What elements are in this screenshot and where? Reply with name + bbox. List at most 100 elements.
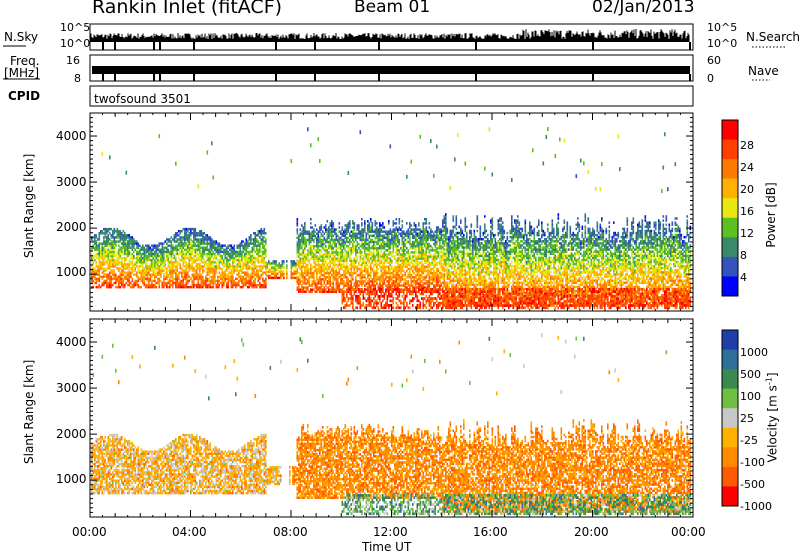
heatmap-cell	[301, 257, 303, 260]
heatmap-cell	[149, 248, 152, 252]
heatmap-cell	[137, 256, 140, 260]
heatmap-cell	[154, 258, 156, 262]
heatmap-cell	[392, 297, 395, 300]
heatmap-cell	[367, 297, 369, 300]
heatmap-cell	[343, 251, 345, 254]
heatmap-cell	[128, 238, 131, 241]
heatmap-cell	[158, 250, 161, 254]
heatmap-cell	[119, 261, 122, 264]
heatmap-cell	[128, 240, 131, 243]
heatmap-cell	[122, 281, 125, 285]
heatmap-cell	[110, 234, 113, 237]
heatmap-cell	[352, 220, 354, 223]
heatmap-cell	[92, 256, 95, 260]
heatmap-cell	[307, 278, 309, 281]
heatmap-cell	[182, 269, 185, 272]
heatmap-cell	[170, 261, 173, 264]
heatmap-cell	[124, 283, 126, 287]
heatmap-cell	[199, 229, 201, 233]
heatmap-cell	[146, 258, 149, 262]
heatmap-cell	[400, 232, 402, 235]
heatmap-cell	[113, 271, 116, 274]
heatmap-cell	[143, 279, 146, 283]
heatmap-cell	[119, 248, 122, 252]
heatmap-cell	[160, 269, 162, 272]
heatmap-cell	[167, 252, 170, 256]
heatmap-cell	[253, 279, 255, 283]
heatmap-cell	[127, 275, 129, 279]
heatmap-cell	[370, 234, 372, 238]
heatmap-cell	[166, 246, 168, 250]
heatmap-cell	[400, 306, 402, 310]
heatmap-cell	[163, 265, 165, 268]
heatmap-cell	[128, 246, 131, 250]
heatmap-cell	[175, 271, 177, 274]
heatmap-cell	[121, 265, 123, 268]
heatmap-cell	[97, 248, 99, 252]
heatmap-cell	[140, 279, 143, 283]
heatmap-cell	[236, 277, 239, 281]
heatmap-cell	[137, 254, 140, 258]
heatmap-cell	[91, 265, 93, 268]
heatmap-cell	[116, 267, 119, 270]
heatmap-cell	[122, 252, 125, 256]
heatmap-cell	[182, 263, 185, 266]
heatmap-cell	[253, 261, 255, 264]
heatmap-cell	[173, 248, 176, 252]
heatmap-cell	[250, 254, 252, 258]
heatmap-cell	[385, 230, 387, 233]
heatmap-cell	[350, 240, 353, 244]
heatmap-cell	[98, 279, 101, 283]
heatmap-cell	[101, 263, 104, 266]
heatmap-cell	[382, 299, 384, 303]
heatmap-cell	[109, 275, 111, 279]
heatmap-cell	[370, 299, 372, 303]
heatmap-cell	[215, 261, 218, 264]
heatmap-cell	[319, 159, 321, 164]
heatmap-cell	[374, 287, 377, 291]
heatmap-cell	[100, 275, 102, 279]
heatmap-cell	[178, 263, 180, 266]
heatmap-cell	[379, 276, 381, 279]
heatmap-cell	[376, 301, 378, 305]
heatmap-cell	[185, 273, 188, 276]
heatmap-cell	[154, 285, 156, 289]
heatmap-cell	[368, 271, 371, 275]
heatmap-cell	[311, 244, 314, 248]
heatmap-cell	[133, 240, 135, 243]
heatmap-cell	[398, 294, 401, 298]
heatmap-cell	[326, 286, 329, 289]
heatmap-cell	[119, 256, 122, 260]
heatmap-cell	[358, 236, 360, 240]
heatmap-cell	[94, 281, 96, 285]
heatmap-cell	[374, 236, 377, 240]
heatmap-cell	[347, 240, 350, 244]
heatmap-cell	[110, 227, 113, 231]
heatmap-cell	[164, 277, 167, 281]
heatmap-cell	[127, 252, 129, 256]
heatmap-cell	[241, 285, 243, 289]
heatmap-cell	[182, 275, 185, 279]
heatmap-cell	[134, 263, 137, 266]
heatmap-cell	[143, 246, 146, 250]
heatmap-cell	[187, 256, 189, 260]
heatmap-cell	[343, 292, 345, 296]
heatmap-cell	[145, 283, 147, 287]
heatmap-cell	[352, 304, 354, 307]
heatmap-cell	[139, 285, 141, 289]
heatmap-cell	[356, 301, 359, 305]
heatmap-cell	[370, 261, 372, 264]
heatmap-cell	[143, 269, 146, 272]
heatmap-cell	[365, 232, 368, 235]
heatmap-cell	[301, 230, 303, 233]
heatmap-cell	[383, 226, 386, 229]
vel-cb-tick-25: 25	[740, 412, 754, 425]
heatmap-cell	[124, 232, 126, 235]
heatmap-cell	[119, 246, 122, 250]
heatmap-cell	[136, 250, 138, 254]
heatmap-cell	[353, 282, 356, 285]
heatmap-cell	[109, 250, 111, 254]
heatmap-cell	[161, 263, 164, 266]
heatmap-cell	[125, 234, 128, 237]
heatmap-cell	[137, 246, 140, 250]
